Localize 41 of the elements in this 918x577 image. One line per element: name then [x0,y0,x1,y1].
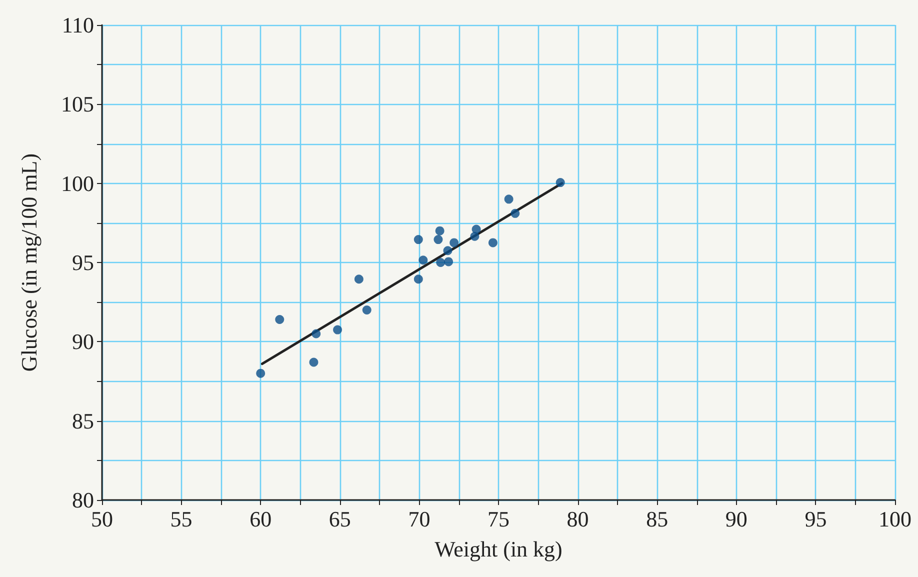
x-tick-label: 85 [646,506,668,532]
point [362,306,372,314]
point [354,274,364,284]
x-tick-label: 95 [804,506,827,532]
x-tick-label: 50 [91,506,113,532]
x-axis-title: Weight (in kg) [434,536,562,562]
x-tick-label: 80 [566,506,589,532]
x-tick-label: 55 [170,506,192,532]
point [414,235,423,244]
point [510,208,520,218]
point [275,315,284,324]
y-tick-label: 95 [72,250,94,275]
point [444,257,454,266]
x-tick-label: 75 [488,506,510,532]
x-tick-label: 65 [328,506,351,532]
point [443,246,452,256]
point [309,358,318,367]
y-tick-label: 105 [61,92,94,117]
point [435,226,444,236]
point [436,258,446,267]
point [434,235,443,244]
y-tick-label: 110 [62,12,94,38]
point [472,224,481,234]
point [333,325,342,334]
point [488,238,498,248]
point [256,368,266,378]
x-tick-label: 70 [408,506,430,532]
point [312,329,321,338]
y-tick-label: 90 [72,329,94,354]
x-tick-label: 100 [878,506,912,532]
x-tick-label: 60 [250,506,272,532]
point [418,256,428,265]
point [504,194,514,204]
x-tick-label: 90 [725,506,748,532]
y-tick-label: 80 [72,488,94,512]
y-tick-label: 85 [72,408,94,434]
point [450,238,459,248]
point [414,274,423,284]
point [556,178,565,188]
y-tick-label: 100 [61,170,94,196]
y-axis-title: Glucose (in mg/100 mL) [16,153,42,372]
